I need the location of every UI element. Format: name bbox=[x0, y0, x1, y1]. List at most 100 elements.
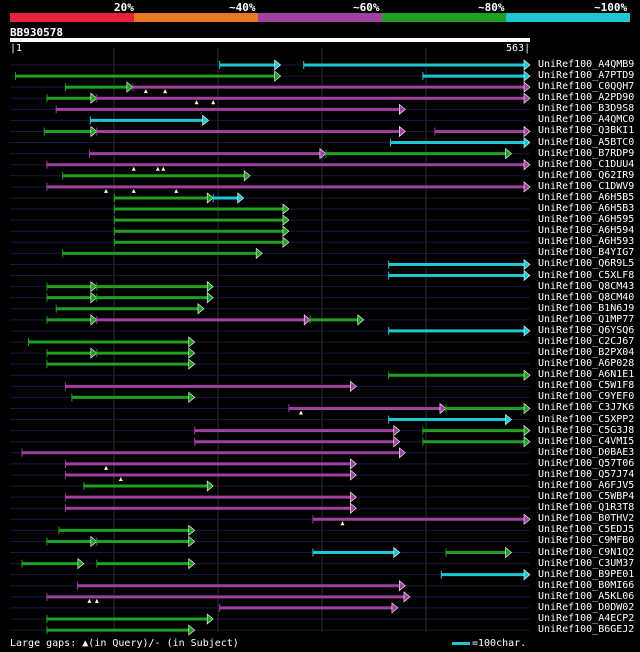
query-gap-marker bbox=[87, 598, 92, 603]
hit-label[interactable]: UniRef100_C3J7K6 bbox=[538, 402, 635, 414]
hit-label[interactable]: UniRef100_A6FJV5 bbox=[538, 480, 635, 492]
query-gap-marker bbox=[163, 89, 168, 94]
segment-arrowhead bbox=[523, 325, 531, 337]
segment-arrowhead bbox=[523, 81, 531, 93]
query-gap-marker bbox=[298, 410, 303, 415]
hit-label[interactable]: UniRef100_C3UM37 bbox=[538, 557, 635, 569]
query-gap-text: (in Query)/ bbox=[88, 638, 155, 649]
color-bin-20 bbox=[10, 13, 134, 22]
segment-arrowhead bbox=[188, 358, 196, 370]
segment-arrowhead bbox=[274, 59, 282, 71]
hit-label[interactable]: UniRef100_B0THV2 bbox=[538, 513, 635, 525]
query-gap-icon: ▲ bbox=[82, 638, 89, 649]
scale-end: 563| bbox=[506, 43, 531, 54]
segment-arrowhead bbox=[237, 192, 245, 204]
hit-label[interactable]: UniRef100_C9MFB0 bbox=[538, 535, 635, 547]
hit-label[interactable]: UniRef100_A6P028 bbox=[538, 358, 635, 370]
gap-legend: Large gaps: ▲(in Query)/- (in Subject) bbox=[10, 638, 239, 649]
hit-label[interactable]: UniRef100_A7PTD9 bbox=[538, 70, 635, 82]
color-bin-40 bbox=[134, 13, 258, 22]
hit-label[interactable]: UniRef100_C2CJ67 bbox=[538, 336, 635, 347]
hit-label[interactable]: UniRef100_C5XPP2 bbox=[538, 413, 635, 425]
hit-label[interactable]: UniRef100_A4QMC0 bbox=[538, 114, 635, 126]
segment-arrowhead bbox=[350, 491, 357, 503]
segment-arrowhead bbox=[350, 469, 357, 481]
hit-label[interactable]: UniRef100_Q8CM40 bbox=[538, 291, 635, 303]
segment-arrowhead bbox=[188, 336, 196, 348]
hit-label[interactable]: UniRef100_Q1R3T8 bbox=[538, 502, 635, 514]
hit-label[interactable]: UniRef100_A5KL06 bbox=[538, 590, 635, 602]
hit-label[interactable]: UniRef100_D0DW02 bbox=[538, 601, 635, 613]
segment-arrowhead bbox=[505, 147, 512, 160]
hit-label[interactable]: UniRef100_Q3BKI1 bbox=[538, 125, 635, 137]
hit-label[interactable]: UniRef100_Q1MP77 bbox=[538, 313, 635, 325]
segment-arrowhead bbox=[188, 624, 196, 636]
segment-arrowhead bbox=[90, 125, 98, 138]
hit-label[interactable]: UniRef100_A6H5B5 bbox=[538, 191, 635, 203]
hit-label[interactable]: UniRef100_Q57J74 bbox=[538, 468, 635, 480]
hit-label[interactable]: UniRef100_A4ECP2 bbox=[538, 613, 635, 624]
hit-label[interactable]: UniRef100_A6H594 bbox=[538, 225, 635, 237]
segment-arrowhead bbox=[523, 159, 531, 171]
hit-label[interactable]: UniRef100_B0MI66 bbox=[538, 579, 635, 591]
hit-label[interactable]: UniRef100_D0BAE3 bbox=[538, 446, 635, 458]
hit-label[interactable]: UniRef100_C5G3J8 bbox=[538, 424, 635, 436]
segment-arrowhead bbox=[274, 70, 282, 82]
hit-label[interactable]: UniRef100_C0QQH7 bbox=[538, 81, 635, 93]
hit-label[interactable]: UniRef100_A5BTC0 bbox=[538, 136, 635, 148]
segment-arrowhead bbox=[523, 136, 531, 149]
hit-label[interactable]: UniRef100_A6N1E1 bbox=[538, 369, 635, 381]
hit-label[interactable]: UniRef100_C9YEF0 bbox=[538, 391, 635, 403]
query-gap-marker bbox=[131, 188, 136, 193]
query-gap-marker bbox=[161, 166, 166, 171]
segment-arrowhead bbox=[523, 569, 531, 581]
segment-arrowhead bbox=[243, 170, 251, 182]
query-gap-marker bbox=[211, 100, 216, 105]
hit-label[interactable]: UniRef100_B7RDP9 bbox=[538, 147, 635, 159]
hit-label[interactable]: UniRef100_C1DUU4 bbox=[538, 158, 635, 170]
hit-label[interactable]: UniRef100_C5XLF8 bbox=[538, 269, 635, 281]
segment-arrowhead bbox=[206, 613, 214, 625]
hit-label[interactable]: UniRef100_C5W1F8 bbox=[538, 380, 635, 392]
hit-label[interactable]: UniRef100_A6H5B3 bbox=[538, 203, 635, 215]
hit-label[interactable]: UniRef100_B2PX04 bbox=[538, 347, 635, 359]
segment-arrowhead bbox=[399, 447, 406, 459]
hit-label[interactable]: UniRef100_A6H595 bbox=[538, 214, 635, 226]
hit-label[interactable]: UniRef100_C4VMI5 bbox=[538, 435, 635, 447]
subject-gap-text: - (in Subject) bbox=[154, 638, 239, 649]
hit-label[interactable]: UniRef100_C1DWV9 bbox=[538, 180, 635, 192]
hit-label[interactable]: UniRef100_A4QMB9 bbox=[538, 59, 635, 70]
identity-ruler: 20% ~40% ~60% ~80% ~100% bbox=[0, 0, 640, 24]
hit-label[interactable]: UniRef100_C5WBP4 bbox=[538, 491, 635, 503]
segment-arrowhead bbox=[206, 292, 214, 304]
segment-arrowhead bbox=[523, 369, 531, 381]
scale-start: |1 bbox=[10, 43, 23, 54]
hit-label[interactable]: UniRef100_C9N1Q2 bbox=[538, 546, 635, 558]
segment-arrowhead bbox=[391, 602, 399, 614]
percent-label-40: ~40% bbox=[229, 1, 256, 14]
hit-label[interactable]: UniRef100_B3D9S8 bbox=[538, 103, 635, 115]
hit-label[interactable]: UniRef100_Q57T06 bbox=[538, 457, 635, 469]
segment-arrowhead bbox=[206, 280, 214, 293]
segment-arrowhead bbox=[188, 535, 196, 548]
hit-label[interactable]: UniRef100_Q8CM43 bbox=[538, 280, 635, 292]
hit-label[interactable]: UniRef100_A6H593 bbox=[538, 236, 635, 248]
segment-arrowhead bbox=[357, 314, 365, 326]
hit-label[interactable]: UniRef100_A2PD90 bbox=[538, 92, 635, 104]
hit-label[interactable]: UniRef100_Q6R9L5 bbox=[538, 258, 635, 270]
color-bin-60 bbox=[258, 13, 382, 22]
segment-arrowhead bbox=[350, 458, 357, 470]
hit-label[interactable]: UniRef100_Q62IR9 bbox=[538, 169, 635, 181]
segment-arrowhead bbox=[303, 314, 311, 326]
query-id: BB930578 bbox=[10, 26, 63, 39]
hit-label[interactable]: UniRef100_B6GEJ2 bbox=[538, 624, 635, 636]
hit-label[interactable]: UniRef100_Q6YSQ6 bbox=[538, 324, 635, 336]
hit-label[interactable]: UniRef100_B4YIG7 bbox=[538, 247, 635, 259]
segment-arrowhead bbox=[197, 303, 205, 315]
segment-arrowhead bbox=[403, 591, 411, 603]
segment-arrowhead bbox=[523, 436, 531, 448]
hit-label[interactable]: UniRef100_C5EDJ5 bbox=[538, 524, 635, 536]
hit-label[interactable]: UniRef100_B1N6J9 bbox=[538, 302, 635, 314]
hit-label[interactable]: UniRef100_B9PE01 bbox=[538, 568, 635, 580]
segment-arrowhead bbox=[523, 402, 531, 415]
